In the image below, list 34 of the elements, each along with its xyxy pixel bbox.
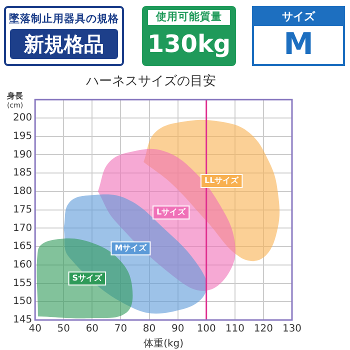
x-tick-label: 40 <box>28 324 42 335</box>
text: 新規格品 <box>10 29 118 59</box>
x-tick-label: 90 <box>171 324 184 335</box>
y-tick-label: 200 <box>12 112 32 124</box>
y-tick-label: 175 <box>12 204 32 216</box>
x-tick-label: 80 <box>142 324 156 335</box>
y-tick-label: 145 <box>12 314 32 326</box>
y-tick-label: 180 <box>12 186 32 198</box>
y-tick-label: 185 <box>12 168 32 179</box>
x-tick-label: 130 <box>282 324 302 335</box>
text: 墜落制止用器具の規格 <box>8 12 120 26</box>
x-tick-label: 100 <box>196 324 216 335</box>
y-tick-label: 150 <box>12 296 32 308</box>
y-tick-label: 195 <box>12 130 32 142</box>
x-tick-label: 50 <box>57 324 70 335</box>
x-tick-label: 110 <box>225 324 244 335</box>
x-tick-label: 60 <box>86 324 99 335</box>
text: 130kg <box>146 29 232 60</box>
series-label: Sサイズ <box>72 274 104 283</box>
text: サイズ <box>254 8 343 26</box>
y-tick-label: 155 <box>12 278 32 289</box>
y-tick-label: 190 <box>12 149 32 160</box>
text: M <box>282 26 314 64</box>
series-label: LLサイズ <box>204 176 240 186</box>
series-label: Mサイズ <box>114 243 148 252</box>
chart-title: ハーネスサイズの目安 <box>85 73 216 90</box>
text: 使用可能質量 <box>148 10 230 25</box>
x-tick-label: 120 <box>254 324 273 335</box>
series-label: Lサイズ <box>156 208 187 217</box>
y-tick-label: 170 <box>12 222 32 234</box>
y-tick-label: 165 <box>12 241 32 252</box>
y-tick-label: 160 <box>12 259 32 270</box>
x-tick-label: 70 <box>114 324 128 335</box>
x-axis-title: 体重(kg) <box>144 338 184 350</box>
